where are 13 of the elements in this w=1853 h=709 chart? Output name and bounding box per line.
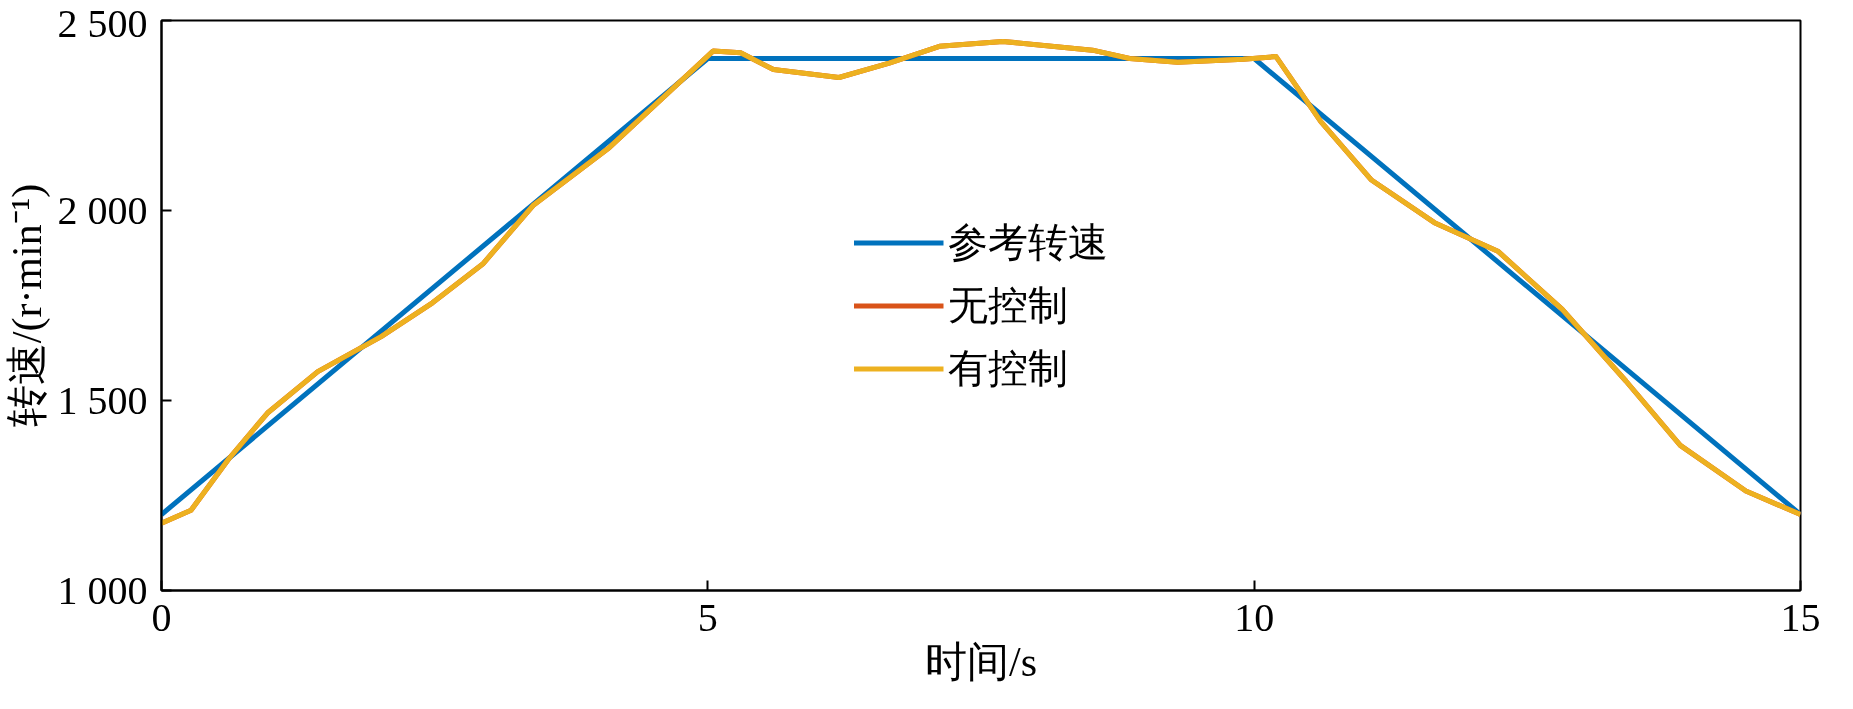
legend-label: 参考转速 — [948, 218, 1108, 267]
x-axis-title: 时间/s — [924, 638, 1038, 685]
x-tick-label: 10 — [1234, 594, 1275, 640]
x-tick-label: 5 — [697, 594, 718, 640]
y-tick-label: 1 500 — [57, 378, 148, 423]
y-axis-title: 转速/(r·min⁻¹) — [3, 183, 51, 428]
x-tick-label: 0 — [151, 594, 172, 640]
x-tick-label: 15 — [1780, 594, 1821, 640]
y-tick-label: 1 000 — [57, 568, 148, 613]
y-tick-label: 2 000 — [57, 188, 148, 233]
legend-label: 有控制 — [948, 344, 1068, 393]
legend-label: 无控制 — [948, 281, 1068, 330]
y-tick-label: 2 500 — [57, 0, 148, 46]
